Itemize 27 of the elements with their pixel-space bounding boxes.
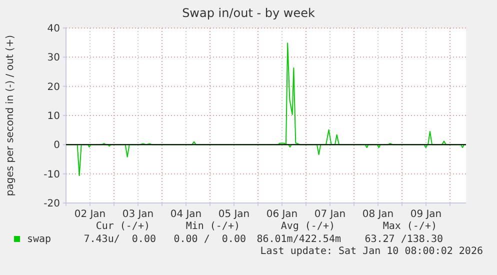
y-tick-label: 30 xyxy=(47,52,60,64)
text: Avg (-/+) xyxy=(280,221,335,232)
x-tick-label: 02 Jan xyxy=(74,209,106,220)
y-tick-label: -10 xyxy=(44,169,60,180)
x-tick-label: 04 Jan xyxy=(170,209,202,220)
chart-title: Swap in/out - by week xyxy=(182,6,315,20)
x-tick-label: 08 Jan xyxy=(362,209,394,220)
text: 0.00 / 0.00 xyxy=(174,234,246,245)
text: 63.27 /138.30 xyxy=(364,234,443,245)
y-tick-label: 20 xyxy=(47,82,60,93)
text: Max (-/+) xyxy=(382,221,437,232)
y-axis-title: pages per second in (-) / out (+) xyxy=(5,34,16,196)
x-tick-label: 09 Jan xyxy=(410,209,442,220)
y-tick-label: -20 xyxy=(44,198,60,210)
text: Last update: Sat Jan 10 08:00:02 2026 xyxy=(260,246,483,257)
x-tick-label: 05 Jan xyxy=(218,209,250,220)
text: Cur (-/+) xyxy=(96,221,150,232)
y-tick-label: 40 xyxy=(47,24,60,34)
text: 86.01m/422.54m xyxy=(256,234,341,245)
y-tick-label: 10 xyxy=(47,111,60,122)
x-tick-label: 06 Jan xyxy=(266,209,298,220)
x-tick-label: 07 Jan xyxy=(314,209,346,220)
text: Min (-/+) xyxy=(186,221,240,232)
y-tick-label: 0 xyxy=(54,140,60,152)
text: 7.43u/ 0.00 xyxy=(84,234,156,245)
legend-label: swap xyxy=(27,234,52,245)
x-tick-label: 03 Jan xyxy=(122,209,154,220)
